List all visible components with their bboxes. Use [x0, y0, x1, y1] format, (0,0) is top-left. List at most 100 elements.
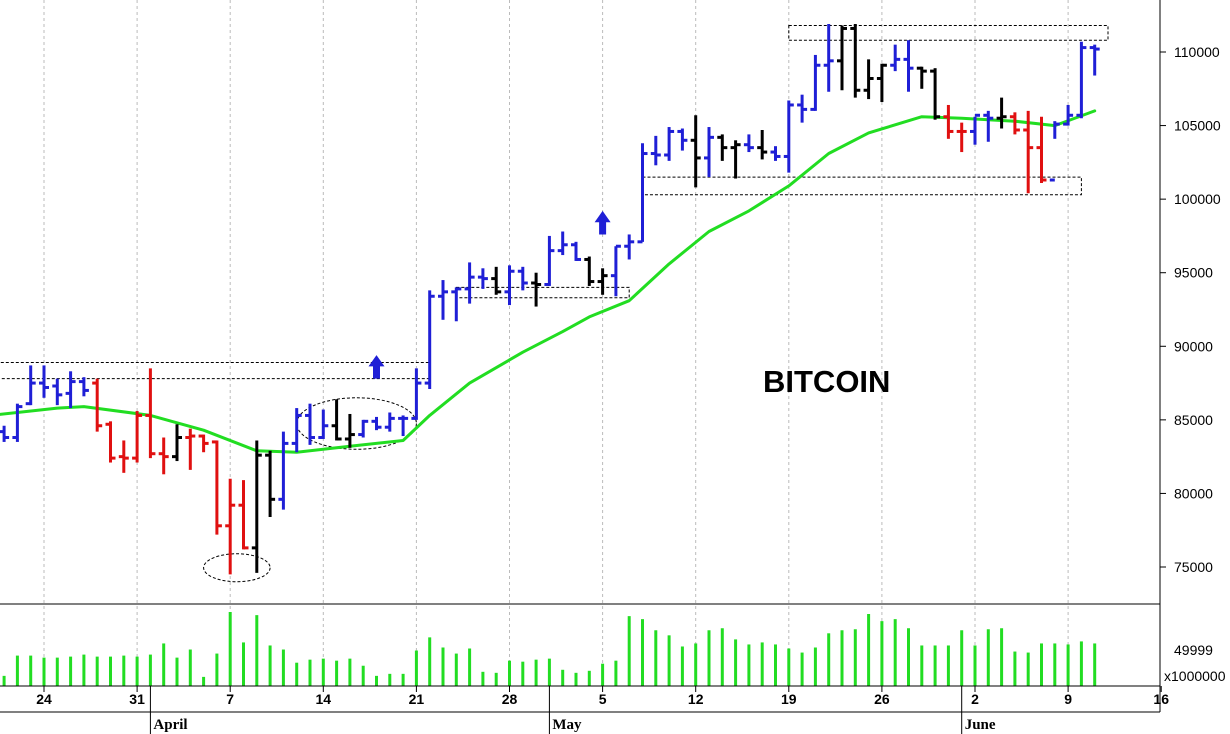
highlight-ellipse-4: [296, 397, 417, 450]
ohlc-bar-2025-05-13: [704, 127, 714, 178]
y-tick-label-105000: 105000: [1174, 118, 1221, 134]
ohlc-bar-2025-04-15: [331, 399, 342, 441]
ohlc-bar-2025-05-16: [743, 134, 754, 153]
ohlc-bar-2025-05-20: [797, 94, 808, 123]
x-tick-label-2025-04-21: 21: [409, 691, 425, 707]
support-resistance-box-2: [642, 176, 1082, 196]
x-tick-label-2025-04-14: 14: [316, 691, 332, 707]
ohlc-bar-2025-06-03: [983, 110, 994, 142]
volume-axis: 49999 x1000000: [1164, 642, 1226, 684]
ohlc-bar-2025-04-23: [438, 280, 448, 320]
ohlc-bar-2025-04-24: [451, 287, 462, 322]
ohlc-bar-2025-04-10: [265, 450, 276, 517]
ohlc-bar-2025-05-04: [584, 256, 595, 286]
ohlc-bar-2025-03-28: [92, 378, 103, 432]
highlight-ellipse-5: [203, 553, 271, 583]
ohlc-bar-2025-03-21: [0, 425, 10, 442]
volume-bars: [2, 612, 1097, 686]
ohlc-bar-2025-05-03: [571, 241, 581, 261]
x-tick-label-2025-05-19: 19: [781, 691, 797, 707]
up-arrow-icon-6: [368, 355, 385, 379]
support-resistance-box-3: [788, 25, 1109, 41]
ohlc-bar-2025-05-21: [810, 54, 821, 111]
ohlc-bar-2025-05-29: [916, 66, 927, 89]
y-tick-label-80000: 80000: [1174, 485, 1213, 501]
ohlc-bar-2025-06-07: [1036, 116, 1047, 183]
ohlc-bar-2025-04-22: [424, 290, 435, 389]
y-tick-label-95000: 95000: [1174, 265, 1213, 281]
ohlc-bar-2025-04-16: [344, 413, 355, 448]
ohlc-bar-2025-04-09: [251, 440, 262, 573]
ohlc-bar-2025-05-25: [863, 59, 874, 100]
ohlc-bar-2025-05-14: [717, 134, 728, 161]
ohlc-bar-2025-05-17: [757, 129, 768, 160]
x-tick-label-2025-05-26: 26: [874, 691, 890, 707]
price-bars: [0, 24, 1100, 575]
ohlc-bar-2025-04-26: [477, 268, 488, 289]
ohlc-bar-2025-06-02: [970, 113, 980, 145]
ohlc-bar-2025-03-27: [78, 377, 89, 397]
ohlc-bar-2025-05-31: [943, 104, 954, 139]
x-tick-label-2025-05-12: 12: [688, 691, 704, 707]
ohlc-bar-2025-04-30: [531, 272, 542, 307]
up-arrow-icon-7: [594, 210, 611, 235]
ohlc-bar-2025-05-07: [624, 234, 635, 260]
ohlc-bar-2025-05-10: [664, 127, 675, 161]
x-tick-label-2025-03-31: 31: [129, 691, 145, 707]
ohlc-bar-2025-04-03: [172, 424, 182, 462]
ohlc-bar-2025-03-23: [25, 365, 36, 406]
x-tick-label-2025-03-24: 24: [36, 691, 52, 707]
x-tick-label-2025-06-02: 2: [971, 691, 979, 707]
ohlc-bar-2025-04-17: [358, 419, 369, 438]
ohlc-bar-2025-05-05: [597, 268, 608, 295]
month-label-april: April: [153, 717, 187, 733]
x-tick-label-2025-04-28: 28: [502, 691, 518, 707]
ohlc-bar-2025-05-09: [650, 135, 661, 166]
ohlc-bar-2025-05-02: [557, 231, 568, 256]
x-axis: 24 31 7 14 21 28 5 12 19 26 2 9 16 April May June: [36, 686, 1169, 734]
ohlc-bar-2025-04-14: [318, 409, 329, 440]
moving-average: [0, 109, 1097, 454]
ohlc-bar-2025-04-18: [371, 416, 382, 431]
moving-average-line: [0, 109, 1097, 454]
ohlc-bar-2025-05-19: [783, 100, 794, 173]
ohlc-bar-2025-04-28: [504, 265, 515, 306]
ohlc-bar-2025-05-28: [903, 40, 914, 92]
ohlc-bar-2025-06-09: [1063, 104, 1074, 126]
ohlc-bar-2025-03-31: [132, 411, 143, 463]
ohlc-bar-2025-06-08: [1049, 121, 1060, 182]
ohlc-bar-2025-04-29: [517, 266, 528, 291]
ohlc-bar-2025-03-29: [105, 421, 116, 463]
ohlc-bar-2025-06-01: [956, 122, 967, 153]
ohlc-bar-2025-04-11: [278, 431, 289, 510]
ohlc-bar-2025-04-05: [198, 434, 209, 453]
ohlc-bar-2025-04-19: [384, 412, 395, 432]
ohlc-bar-2025-04-08: [238, 480, 249, 550]
y-tick-label-75000: 75000: [1174, 559, 1213, 575]
y-tick-label-85000: 85000: [1174, 412, 1213, 428]
month-label-june: June: [965, 717, 996, 733]
ohlc-bar-2025-06-05: [1009, 112, 1020, 135]
y-tick-label-110000: 110000: [1174, 44, 1220, 60]
ohlc-bar-2025-04-01: [145, 368, 156, 459]
ohlc-bar-2025-05-22: [823, 24, 834, 92]
ohlc-bar-2025-04-02: [158, 437, 169, 475]
ohlc-bar-2025-05-23: [837, 25, 847, 91]
ohlc-bar-2025-05-24: [850, 24, 861, 98]
ohlc-bar-2025-05-01: [544, 235, 555, 286]
ohlc-bar-2025-04-25: [464, 262, 475, 304]
ohlc-bar-2025-05-08: [637, 143, 648, 244]
ohlc-bar-2025-05-12: [690, 115, 701, 188]
ohlc-bar-2025-04-12: [291, 408, 302, 453]
ohlc-bar-2025-05-18: [770, 146, 781, 161]
ohlc-bar-2025-04-27: [491, 266, 502, 295]
ohlc-bar-2025-03-25: [52, 378, 63, 406]
ohlc-bar-2025-05-06: [610, 244, 621, 297]
axes: [0, 0, 1161, 713]
ohlc-bar-2025-04-06: [211, 440, 222, 535]
x-tick-label-2025-06-16: 16: [1153, 691, 1169, 707]
y-axis: 75000 80000 85000 90000 95000 100000 105000 110…: [1160, 44, 1221, 575]
ohlc-bar-2025-05-27: [890, 44, 901, 72]
